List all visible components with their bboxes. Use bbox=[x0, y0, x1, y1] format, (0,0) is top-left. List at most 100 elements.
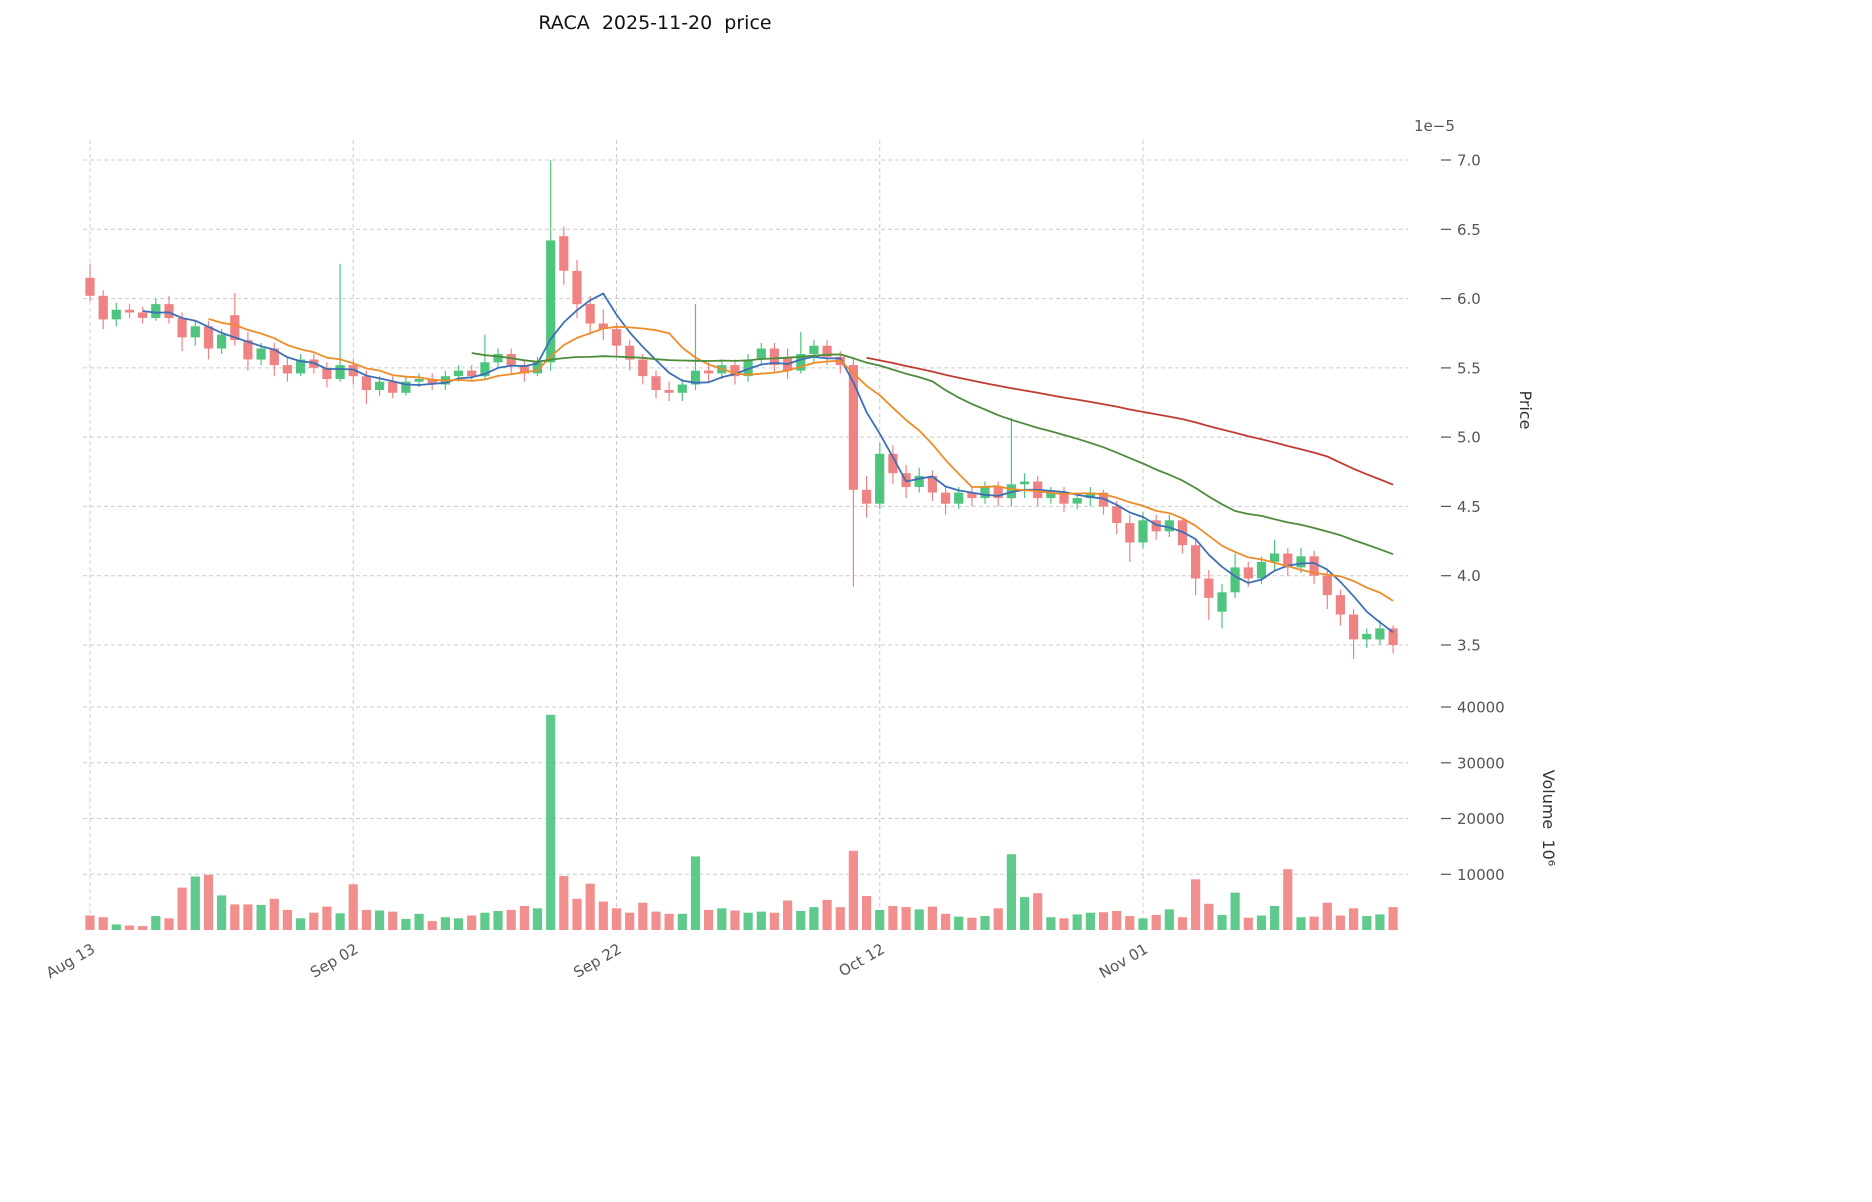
candle-body bbox=[375, 381, 385, 390]
volume-bar bbox=[875, 909, 885, 930]
volume-bar bbox=[1059, 918, 1069, 930]
volume-bar bbox=[704, 909, 714, 930]
volume-bar bbox=[585, 883, 595, 930]
volume-bar bbox=[651, 911, 661, 930]
volume-bar bbox=[164, 918, 174, 930]
volume-bar bbox=[1006, 854, 1016, 930]
volume-bar bbox=[743, 912, 753, 930]
volume-bar bbox=[532, 908, 543, 930]
volume-bar bbox=[717, 908, 727, 930]
volume-bar bbox=[598, 901, 608, 930]
candle-body bbox=[546, 240, 556, 363]
candle-body bbox=[1217, 592, 1227, 612]
axis-layer: 3.5 4.0 4.5 5.0 5.5 6.0 6.5 7.0 10000 20000 30000 4… bbox=[43, 117, 1558, 982]
x-tick-label: Nov 01 bbox=[1096, 940, 1151, 982]
candle-body bbox=[638, 359, 648, 377]
volume-bar bbox=[467, 915, 477, 930]
volume-bar bbox=[453, 918, 464, 930]
price-tick-label: 5.5 bbox=[1457, 359, 1481, 377]
volume-bar bbox=[1217, 914, 1227, 930]
candle-body bbox=[967, 492, 977, 499]
price-tick-label: 6.0 bbox=[1457, 290, 1481, 308]
candle-body bbox=[1283, 553, 1293, 568]
candle-body bbox=[111, 309, 121, 320]
candle-body bbox=[1309, 556, 1319, 576]
candle-body bbox=[677, 384, 687, 393]
volume-bar bbox=[1322, 902, 1332, 930]
volume-bar bbox=[124, 925, 135, 930]
volume-bar bbox=[85, 915, 95, 930]
volume-bar bbox=[1243, 917, 1253, 930]
candle-body bbox=[269, 348, 279, 366]
candle-body bbox=[138, 312, 148, 318]
candle-body bbox=[559, 236, 569, 271]
candle-body bbox=[875, 453, 885, 504]
volume-bar bbox=[822, 899, 832, 930]
candle-body bbox=[1388, 628, 1398, 645]
volume-bar bbox=[835, 907, 845, 930]
candle-body bbox=[1072, 498, 1082, 504]
volume-bar bbox=[625, 912, 635, 930]
candle-body bbox=[572, 270, 582, 305]
candle-body bbox=[1125, 523, 1135, 543]
volume-bar bbox=[1349, 908, 1359, 930]
x-tick-label: Aug 13 bbox=[43, 940, 98, 982]
ma-line-30 bbox=[471, 352, 1394, 556]
volume-bar bbox=[1033, 893, 1043, 930]
volume-bar bbox=[967, 917, 977, 930]
candle-body bbox=[704, 370, 714, 374]
candle-body bbox=[1112, 506, 1122, 523]
volume-bar bbox=[138, 926, 148, 930]
volume-bar bbox=[177, 887, 187, 930]
candle-body bbox=[282, 365, 292, 374]
candle-body bbox=[1256, 561, 1267, 579]
volume-bar bbox=[993, 908, 1003, 930]
candle-body bbox=[203, 326, 214, 349]
volume-bar bbox=[730, 910, 740, 930]
volume-bar bbox=[1138, 918, 1148, 930]
candle-body bbox=[1019, 481, 1030, 485]
axis-offset-label: 1e−5 bbox=[1414, 117, 1455, 135]
candle-body bbox=[1151, 520, 1161, 532]
volume-bar bbox=[690, 856, 701, 930]
volume-bar bbox=[230, 904, 240, 930]
volume-bar bbox=[269, 898, 279, 930]
volume-bar bbox=[888, 906, 898, 930]
candle-body bbox=[730, 365, 740, 377]
candle-body bbox=[1335, 595, 1345, 615]
volume-bar bbox=[980, 916, 990, 930]
volume-bar bbox=[1388, 907, 1398, 930]
candle-body bbox=[217, 334, 227, 349]
volume-bar bbox=[217, 895, 227, 930]
candle-body bbox=[519, 365, 529, 374]
volume-bar bbox=[809, 907, 819, 930]
volume-tick-label: 30000 bbox=[1457, 754, 1505, 772]
candle-body bbox=[585, 304, 595, 324]
candle-body bbox=[506, 354, 516, 366]
volume-bar bbox=[480, 912, 490, 930]
volume-bar bbox=[282, 909, 292, 930]
volume-bar bbox=[1230, 892, 1240, 930]
price-tick-label: 6.5 bbox=[1457, 221, 1481, 239]
candle-body bbox=[467, 370, 477, 377]
candle-body bbox=[927, 475, 937, 493]
candle-body bbox=[862, 489, 872, 504]
volume-bar bbox=[1085, 912, 1095, 930]
candles-layer bbox=[85, 160, 1398, 659]
volume-tick-label: 40000 bbox=[1457, 699, 1505, 717]
candle-body bbox=[756, 348, 766, 360]
candle-body bbox=[1296, 556, 1306, 568]
volume-bar bbox=[1072, 914, 1082, 930]
candle-body bbox=[743, 359, 753, 377]
volume-bar bbox=[256, 904, 266, 930]
volume-bar bbox=[414, 913, 424, 930]
volume-bar bbox=[677, 913, 687, 930]
candle-body bbox=[190, 326, 200, 338]
candle-body bbox=[1085, 492, 1095, 499]
chart-title: RACA 2025-11-20 price bbox=[538, 12, 771, 34]
candle-body bbox=[348, 365, 358, 377]
ma-line-5 bbox=[142, 292, 1394, 634]
volume-bar bbox=[1151, 914, 1161, 930]
volume-bar bbox=[1375, 914, 1385, 930]
